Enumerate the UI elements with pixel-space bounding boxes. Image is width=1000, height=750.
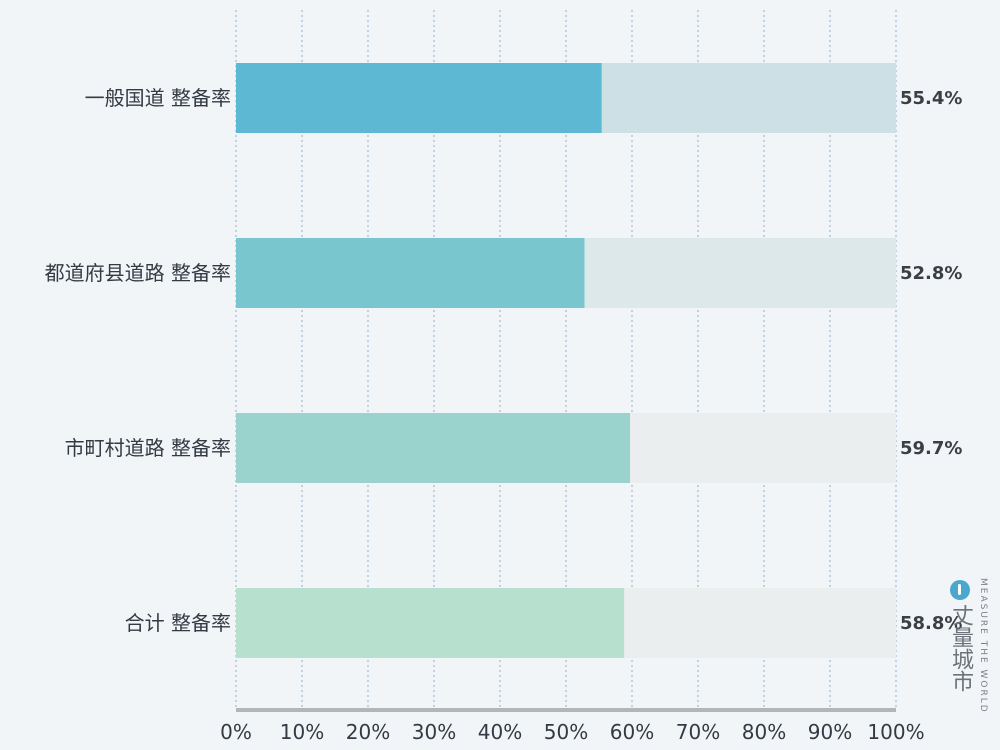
category-label: 市町村道路 整备率 <box>65 436 231 460</box>
bar <box>236 238 585 308</box>
watermark: 丈量城市 MEASURE THE WORLD <box>946 576 996 716</box>
logo-circle-icon <box>950 580 970 600</box>
category-label: 合计 整备率 <box>125 611 231 635</box>
value-label: 52.8% <box>900 263 962 284</box>
bar <box>236 63 602 133</box>
bar <box>236 588 625 658</box>
value-label: 55.4% <box>900 88 962 109</box>
x-tick-label: 30% <box>412 720 456 744</box>
x-tick-label: 40% <box>478 720 522 744</box>
x-tick-label: 100% <box>867 720 924 744</box>
category-label: 一般国道 整备率 <box>85 86 231 110</box>
x-tick-label: 10% <box>280 720 324 744</box>
tick-layer: 0% 10% 20% 30% 40% 50% 60% 70% 80% 90% 100% <box>220 720 924 744</box>
x-tick-label: 90% <box>808 720 852 744</box>
watermark-text-cn: 丈量城市 <box>948 604 973 692</box>
x-tick-label: 60% <box>610 720 654 744</box>
label-layer: 一般国道 整备率 55.4% 都道府县道路 整备率 52.8% 市町村道路 整备率 59.… <box>45 86 963 635</box>
x-tick-label: 50% <box>544 720 588 744</box>
value-label: 58.8% <box>900 613 962 634</box>
watermark-text-en: MEASURE THE WORLD <box>978 578 988 714</box>
x-tick-label: 80% <box>742 720 786 744</box>
x-tick-label: 20% <box>346 720 390 744</box>
x-tick-label: 70% <box>676 720 720 744</box>
bar <box>236 413 631 483</box>
x-tick-label: 0% <box>220 720 252 744</box>
category-label: 都道府县道路 整备率 <box>45 261 231 285</box>
bar-layer <box>236 63 631 658</box>
value-label: 59.7% <box>900 438 962 459</box>
